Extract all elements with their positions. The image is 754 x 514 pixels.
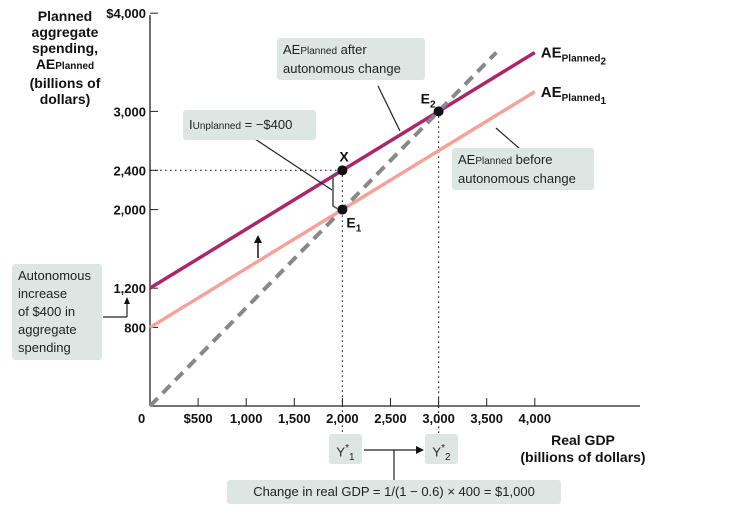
before-change-post: before	[512, 152, 553, 167]
before-change-line-2: autonomous change	[458, 171, 576, 186]
autonomous-line-3: of $400 in	[18, 304, 76, 319]
callout-y2-star: Y*2	[425, 434, 458, 464]
callout-autonomous-increase: Autonomous increase of $400 in aggregate…	[12, 264, 102, 360]
point-e1	[337, 204, 348, 215]
x-tick-label-2: 1,500	[278, 411, 311, 426]
point-label-sub: 2	[430, 99, 436, 110]
autonomous-line-2: increase	[18, 286, 68, 301]
point-label-sub: 1	[356, 224, 362, 235]
y-label-line-2: aggregate	[31, 24, 99, 40]
annotation-arrows	[103, 85, 521, 480]
callout-y1-star: Y*1	[329, 434, 362, 464]
point-x	[337, 165, 348, 176]
y-label-line-1: Planned	[37, 8, 93, 24]
before-change-sub: Planned	[475, 156, 513, 167]
label-ae-planned-1: AEPlanned1	[541, 84, 607, 107]
x-tick-label-0: $500	[184, 411, 213, 426]
unplanned-i: I	[189, 117, 193, 132]
x-tick-label-7: 4,000	[519, 411, 552, 426]
point-label-main: E	[346, 215, 355, 231]
y-tick-label-0: 800	[124, 320, 146, 335]
callout-unplanned-investment: IUnplanned = −$400	[183, 110, 316, 140]
y-label-line-4: AEPlanned	[10, 56, 120, 75]
label-ae-sub: Planned	[562, 93, 601, 104]
y1-main: Y	[336, 444, 346, 460]
y-label-ae-sub: Planned	[55, 61, 95, 72]
multiplier-text: Change in real GDP = 1/(1 − 0.6) × 400 =…	[253, 484, 535, 499]
after-change-sub: Planned	[300, 46, 338, 57]
shift-arrow-head	[254, 235, 262, 243]
y-label-ae: AE	[35, 56, 56, 72]
y1-sub: 1	[349, 451, 355, 463]
pointer-before-change	[495, 127, 521, 150]
point-label-e1: E1	[346, 215, 361, 235]
y2-sup: *	[441, 443, 445, 454]
x-label-line-2: (billions of dollars)	[520, 449, 646, 465]
x-tick-label-4: 2,500	[374, 411, 407, 426]
point-label-x: X	[339, 148, 349, 164]
label-ae-main: AE	[541, 44, 562, 61]
after-change-line-2: autonomous change	[283, 61, 401, 76]
y-tick-label-5: $4,000	[106, 6, 146, 21]
x-label-line-1: Real GDP	[551, 432, 615, 448]
y-tick-label-1: 1,200	[113, 281, 146, 296]
point-label-main: X	[339, 148, 349, 164]
autonomous-arrow-head	[124, 297, 130, 304]
x-tick-label-5: 3,000	[422, 411, 455, 426]
y-tick-label-3: 2,400	[113, 163, 146, 178]
unplanned-sub: Unplanned	[192, 121, 241, 132]
after-change-line-1: AEPlanned after	[283, 41, 419, 60]
y-label-line-5: (billions of	[29, 75, 101, 91]
y-tick-label-4: 3,000	[113, 104, 146, 119]
bracket-unplanned	[332, 172, 339, 210]
x-tick-label-1: 1,000	[230, 411, 263, 426]
label-ae-num: 1	[601, 96, 607, 107]
autonomous-line-5: spending	[18, 340, 71, 355]
point-label-main: E	[421, 90, 430, 106]
label-ae-main: AE	[541, 84, 562, 101]
y-axis-label: Planned aggregate spending, AEPlanned (b…	[10, 8, 120, 107]
before-change-line-1: AEPlanned before	[458, 151, 588, 170]
line-45-degree	[148, 51, 498, 408]
axes	[149, 12, 640, 407]
pointer-after-change	[377, 85, 401, 132]
y-change-arrow-head	[416, 446, 424, 454]
point-e2	[433, 106, 444, 117]
pointer-unplanned	[254, 138, 333, 191]
guide-lines	[150, 111, 440, 436]
x-tick-label-3: 2,000	[326, 411, 359, 426]
y-label-line-6: dollars)	[39, 91, 91, 107]
unplanned-value: = −$400	[241, 117, 293, 132]
y-label-line-3: spending,	[31, 40, 99, 56]
after-change-post: after	[337, 42, 367, 57]
label-ae-sub: Planned	[562, 53, 601, 64]
after-change-ae: AE	[283, 42, 301, 57]
x-axis-label: Real GDP (billions of dollars)	[498, 432, 668, 466]
tick-labels: $500 1,000 1,500 2,000 2,500 3,000 3,500 4,000 8…	[106, 6, 551, 426]
autonomous-line-1: Autonomous	[18, 268, 91, 283]
autonomous-line-4: aggregate	[18, 322, 77, 337]
point-label-e2: E2	[421, 90, 436, 110]
label-ae-num: 2	[601, 56, 607, 67]
origin-label: 0	[138, 411, 145, 426]
label-ae-planned-2: AEPlanned2	[541, 44, 607, 67]
x-tick-label-6: 3,500	[470, 411, 503, 426]
callout-before-change: AEPlanned before autonomous change	[452, 148, 594, 190]
y1-sup: *	[345, 443, 349, 454]
y-tick-label-2: 2,000	[113, 203, 146, 218]
y2-sub: 2	[445, 451, 451, 463]
callout-after-change: AEPlanned after autonomous change	[277, 38, 425, 80]
before-change-ae: AE	[458, 152, 476, 167]
y2-main: Y	[432, 444, 442, 460]
callout-multiplier: Change in real GDP = 1/(1 − 0.6) × 400 =…	[227, 480, 561, 504]
